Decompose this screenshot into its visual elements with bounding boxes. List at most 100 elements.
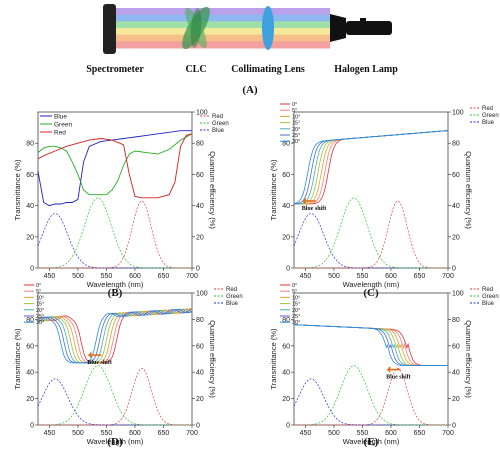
y2-axis-title: Quantum efficiency (%) bbox=[208, 151, 217, 229]
qe-legend-label: Green bbox=[482, 294, 499, 300]
y2-tick-label: 60 bbox=[196, 343, 204, 350]
angle-curve bbox=[294, 324, 448, 366]
y2-tick-label: 60 bbox=[452, 172, 460, 179]
shift-arrow bbox=[302, 197, 316, 204]
y2-tick-label: 80 bbox=[452, 317, 460, 324]
x-tick-label: 450 bbox=[300, 273, 312, 280]
qe-curve-green bbox=[294, 365, 448, 426]
lens-label: Collimating Lens bbox=[231, 64, 305, 75]
y2-tick-label: 80 bbox=[196, 141, 204, 148]
x-tick-label: 700 bbox=[186, 430, 198, 437]
y-tick-label: 20 bbox=[282, 396, 290, 403]
beam-band bbox=[116, 41, 330, 49]
y2-tick-label: 100 bbox=[452, 110, 464, 117]
qe-legend-label: Blue bbox=[212, 128, 225, 134]
y2-tick-label: 100 bbox=[196, 110, 208, 117]
legend-label: 5° bbox=[36, 289, 41, 295]
lamp-label: Halogen Lamp bbox=[334, 64, 398, 75]
y2-tick-label: 20 bbox=[452, 396, 460, 403]
series-line-green bbox=[37, 133, 193, 196]
beam-band bbox=[116, 14, 330, 22]
y-tick-label: 0 bbox=[30, 423, 34, 430]
x-tick-label: 600 bbox=[385, 273, 397, 280]
y-tick-label: 20 bbox=[282, 234, 290, 241]
y-tick-label: 20 bbox=[26, 234, 34, 241]
chart-panels: 450 500 550 600 650 700020406080020406080100W… bbox=[13, 102, 499, 448]
legend-label: 0° bbox=[292, 283, 297, 289]
shift-annotation: Blue shift bbox=[87, 360, 112, 366]
y2-tick-label: 40 bbox=[452, 203, 460, 210]
series-line-blue bbox=[37, 130, 192, 207]
chart-3: 450 500 550 600 650 700020406080020406080100W… bbox=[13, 283, 243, 448]
legend-label: 10° bbox=[292, 295, 300, 301]
chart-1: 450 500 550 600 650 700020406080020406080100W… bbox=[13, 110, 229, 300]
y-tick-label: 60 bbox=[282, 343, 290, 350]
qe-curve-green bbox=[294, 197, 448, 269]
angle-curve bbox=[294, 324, 448, 366]
y2-axis-title: Quantum efficiency (%) bbox=[464, 320, 473, 398]
legend-label: 20° bbox=[292, 308, 300, 314]
qe-curve-red bbox=[294, 367, 448, 426]
angle-curve bbox=[294, 324, 448, 366]
y-axis-title: Transmittance (%) bbox=[13, 159, 22, 220]
y2-tick-label: 20 bbox=[196, 234, 204, 241]
y2-tick-label: 60 bbox=[196, 172, 204, 179]
qe-legend-label: Green bbox=[212, 121, 229, 127]
y-tick-label: 0 bbox=[30, 266, 34, 273]
spectrometer-icon bbox=[103, 4, 116, 54]
y-tick-label: 80 bbox=[26, 141, 34, 148]
y2-tick-label: 20 bbox=[452, 234, 460, 241]
qe-curve-green bbox=[38, 197, 192, 269]
legend-label: 15° bbox=[292, 121, 300, 127]
legend-label: 30° bbox=[292, 320, 300, 326]
y-tick-label: 40 bbox=[282, 370, 290, 377]
legend-label: 10° bbox=[36, 295, 44, 301]
x-tick-label: 700 bbox=[442, 430, 454, 437]
y2-tick-label: 80 bbox=[452, 141, 460, 148]
x-axis-title: Wavelength (nm) bbox=[87, 280, 144, 289]
y-tick-label: 60 bbox=[26, 343, 34, 350]
legend-label: 30° bbox=[36, 320, 44, 326]
series-line-red bbox=[37, 133, 193, 199]
y-axis-title: Transmittance (%) bbox=[13, 328, 22, 389]
y-tick-label: 60 bbox=[26, 172, 34, 179]
panel-a-label: (A) bbox=[242, 84, 258, 96]
x-axis-title: Wavelength (nm) bbox=[343, 437, 400, 446]
x-tick-label: 700 bbox=[186, 273, 198, 280]
legend-label: 30° bbox=[292, 139, 300, 145]
y2-tick-label: 40 bbox=[196, 203, 204, 210]
y2-tick-label: 100 bbox=[452, 291, 464, 298]
qe-curve-red bbox=[38, 367, 192, 426]
y2-axis-title: Quantum efficiency (%) bbox=[208, 320, 217, 398]
angle-curve bbox=[294, 324, 448, 366]
angle-curve bbox=[37, 308, 193, 364]
x-tick-label: 500 bbox=[72, 430, 84, 437]
angle-curve bbox=[294, 324, 448, 366]
legend-label: 0° bbox=[292, 102, 297, 108]
y-tick-label: 20 bbox=[26, 396, 34, 403]
qe-curve-blue bbox=[37, 213, 192, 269]
y-tick-label: 80 bbox=[282, 317, 290, 324]
x-tick-label: 550 bbox=[357, 430, 369, 437]
qe-curve-blue bbox=[293, 378, 448, 426]
y-tick-label: 40 bbox=[282, 203, 290, 210]
x-tick-label: 500 bbox=[328, 273, 340, 280]
beam-band bbox=[116, 21, 330, 29]
angle-curve bbox=[37, 308, 193, 364]
angle-curve bbox=[37, 308, 193, 364]
shift-annotation: Blue shift bbox=[386, 375, 411, 381]
panel-label: (D) bbox=[107, 436, 123, 448]
qe-curve-red bbox=[294, 200, 448, 269]
chart-4: 450 500 550 600 650 700020406080020406080100W… bbox=[269, 283, 499, 448]
clc-label: CLC bbox=[185, 64, 206, 75]
x-axis-title: Wavelength (nm) bbox=[87, 437, 144, 446]
legend-label: 20° bbox=[36, 308, 44, 314]
y2-tick-label: 60 bbox=[452, 343, 460, 350]
y2-tick-label: 0 bbox=[452, 266, 456, 273]
angle-curve bbox=[37, 308, 193, 364]
legend-label: 25° bbox=[292, 314, 300, 320]
qe-curve-blue bbox=[293, 213, 448, 269]
x-tick-label: 650 bbox=[158, 273, 170, 280]
x-tick-label: 450 bbox=[44, 430, 56, 437]
legend-label: 15° bbox=[36, 302, 44, 308]
